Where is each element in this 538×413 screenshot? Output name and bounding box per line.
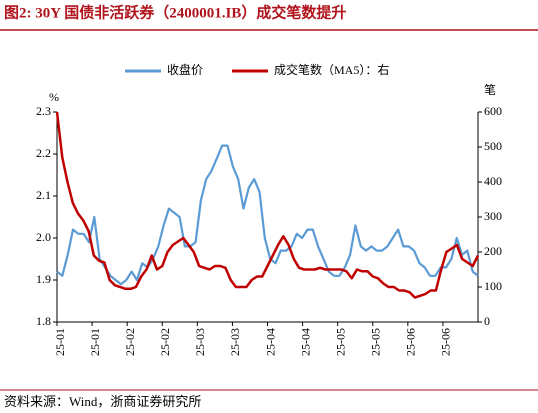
legend-label: 收盘价 <box>167 62 203 77</box>
y2-tick-label: 100 <box>484 279 502 293</box>
y2-tick-label: 300 <box>484 209 502 223</box>
x-tick-label: 25-01 <box>88 328 102 356</box>
chart-title: 图2: 30Y 国债非活跃券（2400001.IB）成交笔数提升 <box>4 3 346 21</box>
x-tick-label: 25-03 <box>228 328 242 356</box>
legend-label: 成交笔数（MA5）：右 <box>274 62 389 77</box>
y2-tick-label: 600 <box>484 104 502 118</box>
y-tick-label: 2.1 <box>36 188 51 202</box>
y2-tick-label: 0 <box>484 314 490 328</box>
y2-axis-label: 笔 <box>484 82 496 97</box>
x-tick-label: 25-02 <box>158 328 172 356</box>
y-tick-label: 2.2 <box>36 146 51 160</box>
x-tick-label: 25-04 <box>298 328 312 356</box>
x-tick-label: 25-06 <box>404 328 418 356</box>
x-tick-label: 25-05 <box>369 328 383 356</box>
y2-tick-label: 500 <box>484 139 502 153</box>
x-tick-label: 25-01 <box>53 328 67 356</box>
y2-tick-label: 400 <box>484 174 502 188</box>
y2-tick-label: 200 <box>484 244 502 258</box>
source: 资料来源：Wind，浙商证券研究所 <box>4 394 201 409</box>
x-tick-label: 25-02 <box>123 328 137 356</box>
series-line <box>55 111 480 299</box>
y-tick-label: 2.3 <box>36 104 51 118</box>
y-axis-label: % <box>49 90 59 104</box>
x-tick-label: 25-03 <box>193 328 207 356</box>
x-tick-label: 25-06 <box>439 328 453 356</box>
y-tick-label: 1.9 <box>36 272 51 286</box>
y-tick-label: 2.0 <box>36 230 51 244</box>
x-tick-label: 25-04 <box>263 328 277 356</box>
x-tick-label: 25-05 <box>333 328 347 356</box>
series-line <box>56 144 479 286</box>
y-tick-label: 1.8 <box>36 314 51 328</box>
